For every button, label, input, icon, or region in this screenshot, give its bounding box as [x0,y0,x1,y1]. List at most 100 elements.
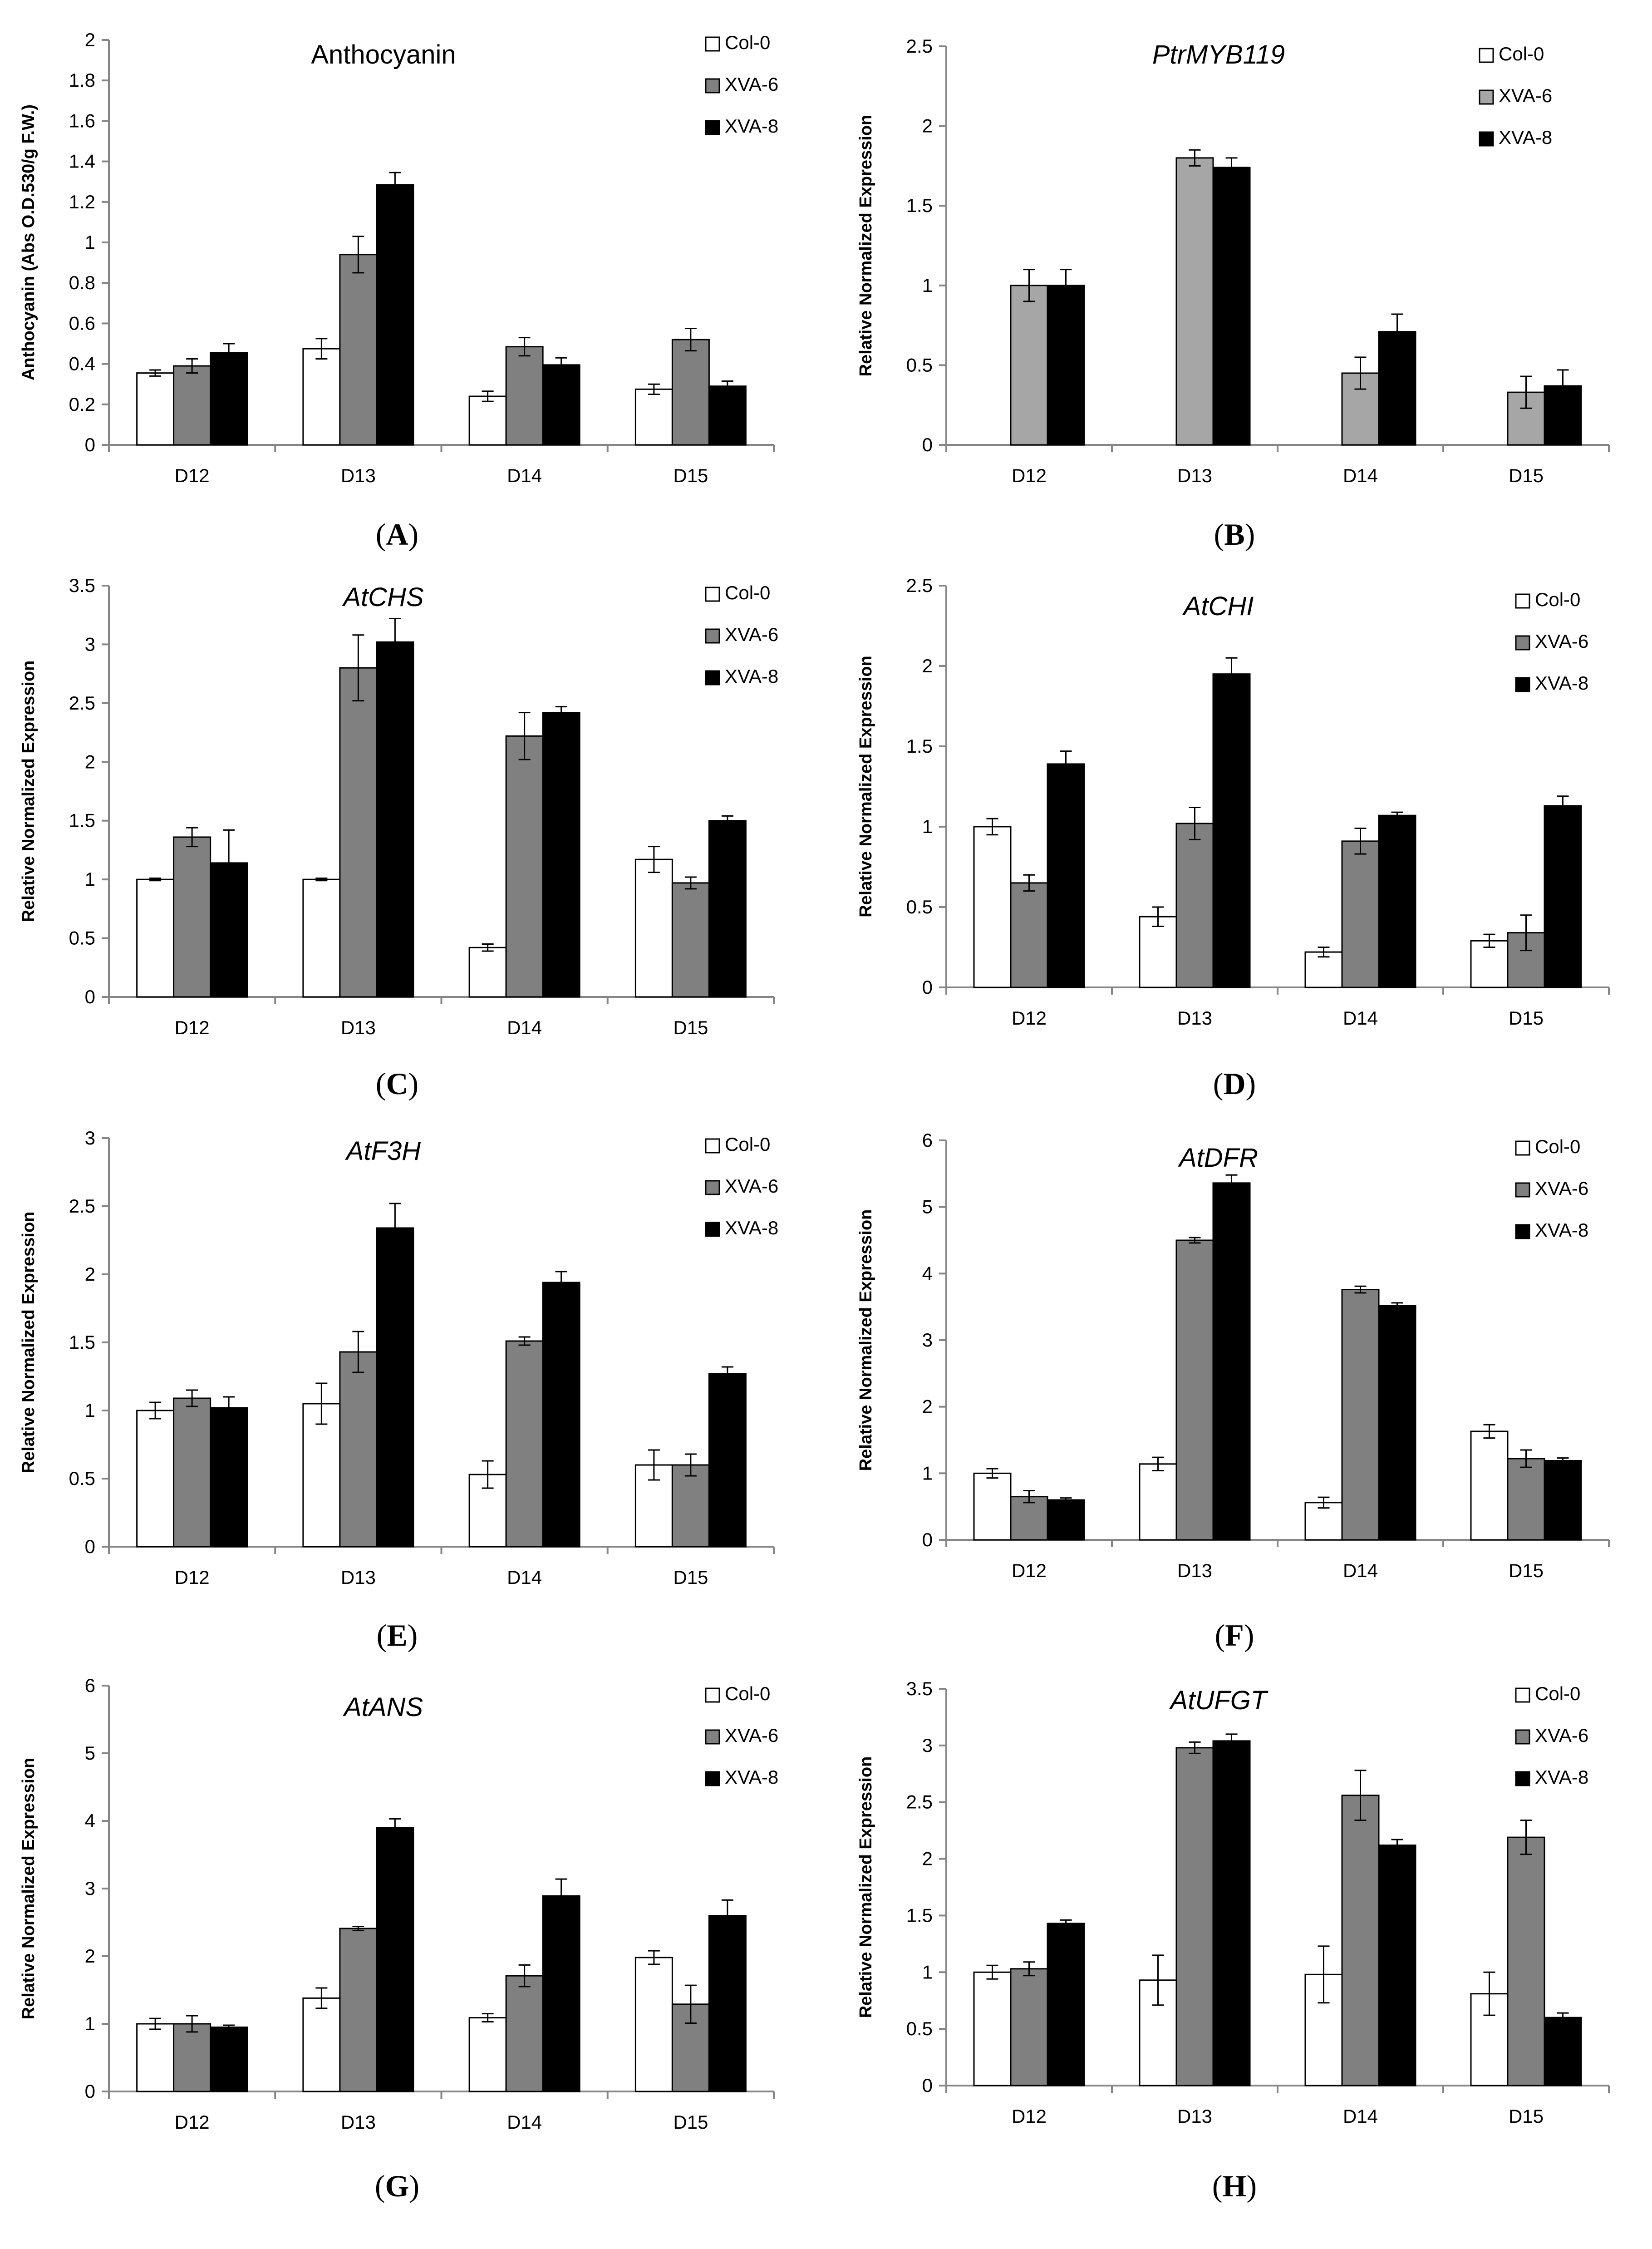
legend-swatch-xva-6 [705,78,720,94]
x-tick-label: D12 [175,1567,210,1588]
chart-title: AtCHS [342,582,424,612]
y-tick-label: 3 [922,1329,933,1351]
y-tick-label: 0.8 [69,272,95,293]
chart-panel-a: 0 0.2 0.4 0.6 0.8 1 1.2 1.4 1.6 1.8 2 Anthocyanin (… [19,29,778,552]
legend-swatch-xva-8 [1515,1771,1530,1786]
chart-title: AtCHI [1182,592,1254,621]
bar-col-0-d14 [468,947,507,998]
bar-xva-6-d14 [505,1340,544,1548]
chart-panel-g: 0 1 2 3 4 5 6 Relative Normalized Expression D12… [19,1675,778,2203]
y-tick-label: 2.5 [906,35,933,57]
legend-label: XVA-6 [725,624,778,645]
x-tick-label: D13 [1177,465,1212,486]
panel-letter: A [386,517,408,552]
bar-xva-8-d14 [542,1895,580,2092]
bar-xva-8-d12 [1047,285,1085,446]
x-tick-label: D15 [1509,465,1544,486]
x-tick-label: D15 [1509,2106,1544,2127]
bar-xva-6-d13 [339,1351,378,1548]
bar-col-0-d12 [136,2023,175,2092]
x-tick-label: D15 [673,1017,708,1038]
bar-col-0-d12 [136,1410,175,1548]
bar-xva-8-d15 [708,820,747,998]
y-tick-label: 1 [85,232,95,253]
legend-swatch-col-0 [705,36,720,52]
x-tick-label: D13 [1177,2106,1212,2127]
y-tick-label: 1.8 [69,69,95,91]
y-tick-label: 0.5 [906,896,933,917]
y-axis-label: Relative Normalized Expression [19,1758,38,2020]
bar-xva-6-d12 [173,2023,211,2092]
x-tick-label: D14 [507,465,542,486]
chart-title: AtF3H [345,1136,421,1166]
bar-col-0-d14 [468,395,507,446]
bar-xva-8-d15 [708,385,747,446]
x-tick-label: D13 [341,2111,376,2133]
panel-caption: (E) [377,1618,418,1652]
bar-xva-8-d13 [376,641,414,998]
legend-swatch-col-0 [705,1687,720,1703]
x-tick-label: D14 [1343,2106,1378,2127]
panel-letter: E [387,1618,407,1652]
legend-label: Col-0 [725,1134,770,1155]
bar-col-0-d13 [1139,1463,1177,1541]
y-axis-label: Relative Normalized Expression [19,661,38,922]
legend-swatch-xva-6 [705,1729,720,1745]
bar-xva-8-d14 [1378,1845,1416,2086]
legend-label: XVA-8 [1535,1766,1588,1788]
legend-label: XVA-6 [725,1725,778,1746]
legend-swatch-xva-8 [705,120,720,135]
x-tick-label: D12 [1012,1560,1047,1581]
x-tick-label: D13 [1177,1560,1212,1581]
y-tick-label: 0 [85,1536,95,1557]
legend-swatch-xva-8 [1515,1224,1530,1239]
y-tick-label: 3 [85,1878,95,1899]
panel-letter: C [386,1066,408,1101]
y-tick-label: 1 [85,2013,95,2034]
legend-label: Col-0 [725,582,770,603]
x-tick-label: D14 [507,2111,542,2133]
bar-col-0-d13 [302,1997,341,2092]
legend-label: Col-0 [1499,43,1544,64]
legend-label: XVA-8 [1499,127,1552,148]
x-tick-label: D15 [1509,1560,1544,1581]
chart-title: AtANS [343,1692,423,1722]
legend-swatch-xva-6 [1515,1182,1530,1198]
bar-xva-8-d14 [1378,814,1416,988]
bar-xva-6-d14 [1341,1289,1380,1541]
y-tick-label: 1.5 [906,195,933,216]
legend-swatch-xva-8 [1515,677,1530,692]
legend-label: XVA-6 [725,74,778,95]
y-tick-label: 1.5 [906,735,933,757]
y-tick-label: 0.5 [906,2018,933,2039]
chart-panel-h: 0 0.5 1 1.5 2 2.5 3 3.5 Relative Normalized Expr… [856,1678,1610,2203]
x-tick-label: D12 [175,2111,210,2133]
chart-panel-f: 0 1 2 3 4 5 6 Relative Normalized Expression D12… [856,1129,1610,1652]
y-tick-label: 2 [85,751,95,772]
y-tick-label: 1.4 [69,151,95,172]
bar-col-0-d12 [136,878,175,998]
legend-label: Col-0 [1535,1683,1580,1704]
y-tick-label: 2 [922,655,933,676]
bar-xva-6-d12 [173,836,211,998]
y-tick-label: 2.5 [906,575,933,596]
legend-label: Col-0 [1535,589,1580,610]
y-tick-label: 0 [85,986,95,1007]
bar-xva-6-d13 [1175,1239,1214,1541]
y-tick-label: 1 [922,816,933,837]
x-tick-label: D12 [175,1017,210,1038]
y-tick-label: 0.2 [69,394,95,415]
bar-xva-8-d13 [376,1227,414,1548]
x-tick-label: D15 [1509,1007,1544,1029]
bar-xva-6-d14 [1341,1795,1380,2086]
x-tick-label: D14 [1343,465,1378,486]
panel-caption: (D) [1213,1066,1256,1101]
bar-xva-6-d15 [671,882,710,998]
panel-letter: G [385,2169,409,2203]
bar-xva-6-d13 [1175,1747,1214,2086]
bar-xva-8-d15 [708,1915,747,2092]
bar-xva-8-d13 [376,1827,414,2092]
y-tick-label: 0.5 [906,354,933,375]
bar-xva-6-d14 [505,1975,544,2092]
chart-title: AtDFR [1178,1143,1258,1173]
